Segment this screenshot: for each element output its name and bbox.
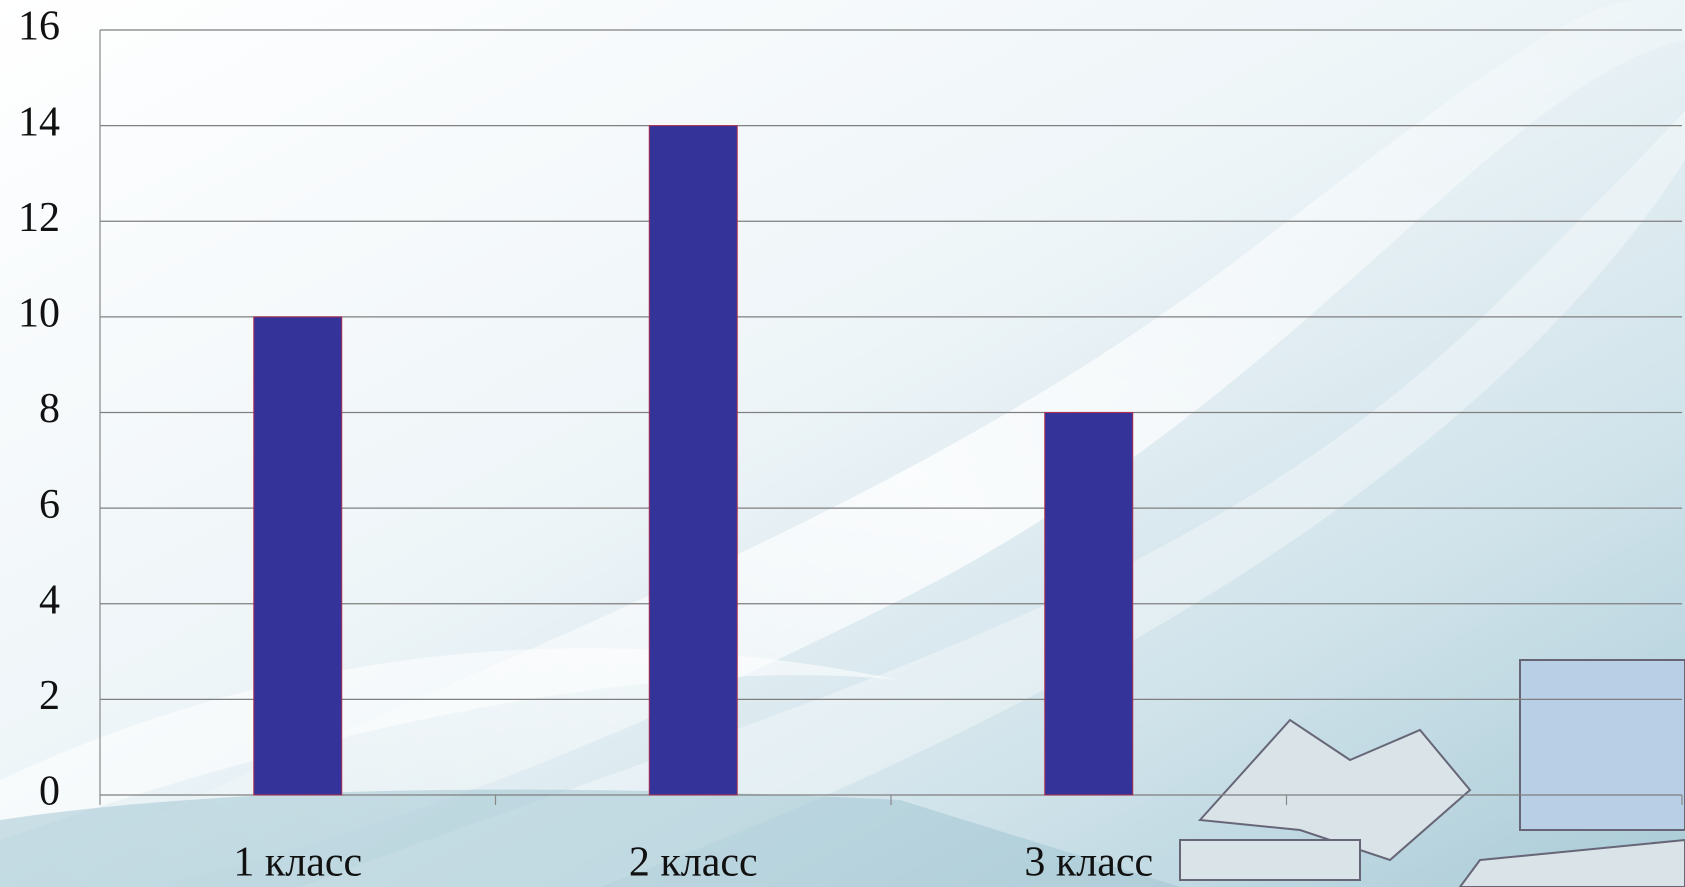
x-tick-label: 1 класс <box>233 840 362 886</box>
decor-floor <box>0 789 1180 887</box>
y-tick-label: 14 <box>18 99 60 145</box>
bar <box>253 316 343 796</box>
y-tick-label: 4 <box>39 577 60 623</box>
bar <box>648 125 738 796</box>
decor-swoosh <box>0 648 900 840</box>
y-tick-label: 2 <box>39 673 60 719</box>
bar <box>1044 412 1134 796</box>
y-tick-label: 16 <box>18 4 60 50</box>
y-tick-label: 12 <box>18 195 60 241</box>
y-tick-label: 0 <box>39 769 60 815</box>
y-tick-label: 6 <box>39 482 60 528</box>
x-tick-label: 2 класс <box>629 840 758 886</box>
y-tick-label: 10 <box>18 291 60 337</box>
x-tick-label: 3 класс <box>1024 840 1153 886</box>
y-tick-label: 8 <box>39 386 60 432</box>
decor-books <box>1179 659 1685 887</box>
